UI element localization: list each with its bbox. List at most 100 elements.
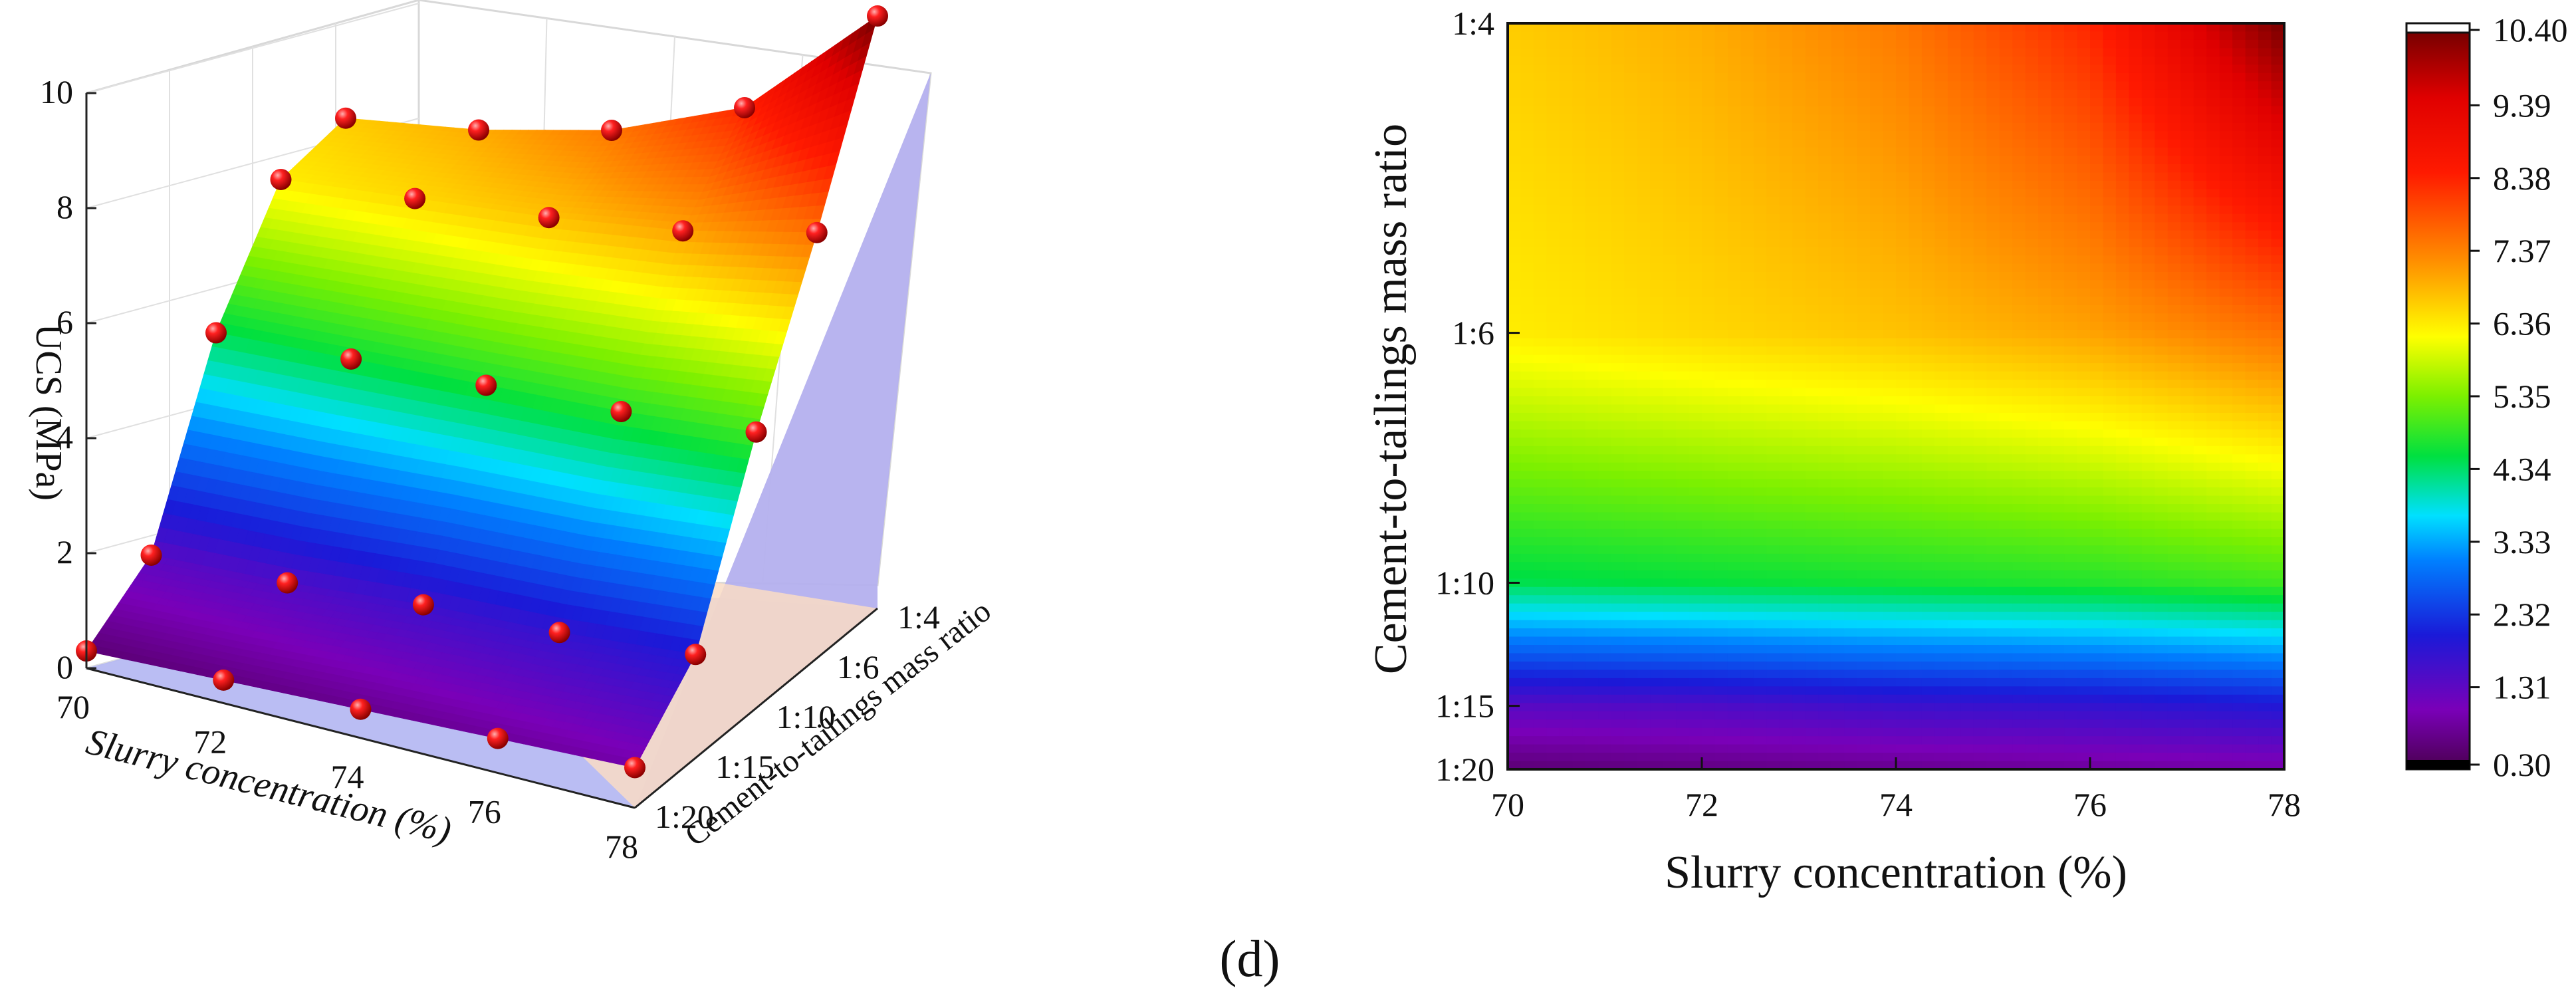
heatmap-cell [1585,512,1599,521]
heatmap-cell [1546,114,1560,124]
heatmap-cell [1559,247,1574,257]
heatmap-cell [1546,148,1560,157]
heatmap-cell [1546,412,1560,422]
heatmap-cell [1533,670,1548,679]
heatmap-cell [1546,504,1560,513]
z-tick-label: 2 [57,533,73,570]
heatmap-cell [1611,578,1625,588]
heatmap-cell [1508,412,1522,422]
heatmap-cell [1624,56,1638,66]
heatmap-cell [1546,694,1560,704]
heatmap-cell [1533,313,1548,322]
heatmap-cell [1533,686,1548,695]
heatmap-cell [1572,272,1586,281]
heatmap-cell [1611,521,1625,530]
heatmap-cell [1546,321,1560,331]
heatmap-cell [1611,255,1625,265]
heatmap-cell [1611,363,1625,372]
heatmap-cell [1559,346,1574,356]
heatmap-cell [1546,521,1560,530]
heatmap-cell [1533,131,1548,140]
heatmap-cell [1598,471,1612,480]
heatmap-cell [1572,230,1586,240]
heatmap-cell [1611,48,1625,57]
heatmap-cell [1520,305,1534,314]
heatmap-cell [1611,562,1625,571]
heatmap-cell [1533,338,1548,348]
heatmap-cell [1508,396,1522,406]
heatmap-cell [1559,578,1574,588]
heatmap-cell [1598,330,1612,339]
heatmap-cell [1559,445,1574,455]
heatmap-cell [1533,23,1548,33]
heatmap-cell [1520,612,1534,621]
heatmap-cell [1572,429,1586,439]
heatmap-cell [1508,421,1522,430]
heatmap-cell [1559,56,1574,66]
heatmap-cell [1585,98,1599,107]
heatmap-cell [1508,670,1522,679]
heatmap-cell [1559,404,1574,414]
heatmap-cell [1572,703,1586,712]
heatmap-cell [1508,39,1522,49]
heatmap-cell [1624,106,1638,116]
data-point [350,698,372,720]
heatmap-cell [1546,197,1560,207]
heatmap-cell [1520,462,1534,472]
heatmap-cell [1508,31,1522,41]
heatmap-cell [1546,495,1560,505]
heatmap-cell [1559,139,1574,148]
heatmap-cell [1598,612,1612,621]
heatmap-cell [1508,504,1522,513]
heatmap-cell [1598,164,1612,174]
heatmap-cell [1546,670,1560,679]
heatmap-cell [1533,562,1548,571]
heatmap-cell [1572,222,1586,231]
heatmap-cell [1572,479,1586,489]
heatmap-cell [1508,56,1522,66]
heatmap-cell [1611,23,1625,33]
heatmap-cell [1508,180,1522,190]
heatmap-cell [1598,230,1612,240]
heatmap-cell [1572,189,1586,198]
heatmap-cell [1508,537,1522,547]
heatmap-cell [1611,106,1625,116]
heatmap-cell [1520,545,1534,555]
heatmap-cell [1520,753,1534,762]
heatmap-cell [1572,421,1586,430]
heatmap-cell [1611,305,1625,314]
heatmap-cell [1533,553,1548,563]
heatmap-cell [1533,363,1548,372]
heatmap-cell [1508,23,1522,33]
heatmap-cell [1520,761,1534,769]
heatmap-cell [1572,545,1586,555]
heatmap-cell [1546,479,1560,489]
x-tick-label-3d: 72 [193,723,227,761]
heatmap-cell [1559,396,1574,406]
heatmap-cell [1533,222,1548,231]
heatmap-cell [1585,761,1599,769]
heatmap-cell [1559,529,1574,538]
heatmap-cell [1520,521,1534,530]
heatmap-cell [1520,230,1534,240]
heatmap-cell [1533,172,1548,182]
heatmap-cell [1585,380,1599,389]
heatmap-cell [1546,744,1560,754]
heatmap-cell [1546,139,1560,148]
heatmap-cell [1533,297,1548,306]
heatmap-cell [1520,272,1534,281]
heatmap-cell [1585,645,1599,654]
heatmap-cell [1598,313,1612,322]
heatmap-cell [1546,445,1560,455]
heatmap-cell [1508,703,1522,712]
heatmap-cell [1546,421,1560,430]
heatmap-cell [1559,180,1574,190]
heatmap-cell [1520,172,1534,182]
heatmap-cell [1611,371,1625,381]
heatmap-cell [1546,653,1560,662]
heatmap-cell [1533,371,1548,381]
heatmap-cell [1598,719,1612,729]
heatmap-cell [1520,703,1534,712]
heatmap-cell [1598,247,1612,257]
